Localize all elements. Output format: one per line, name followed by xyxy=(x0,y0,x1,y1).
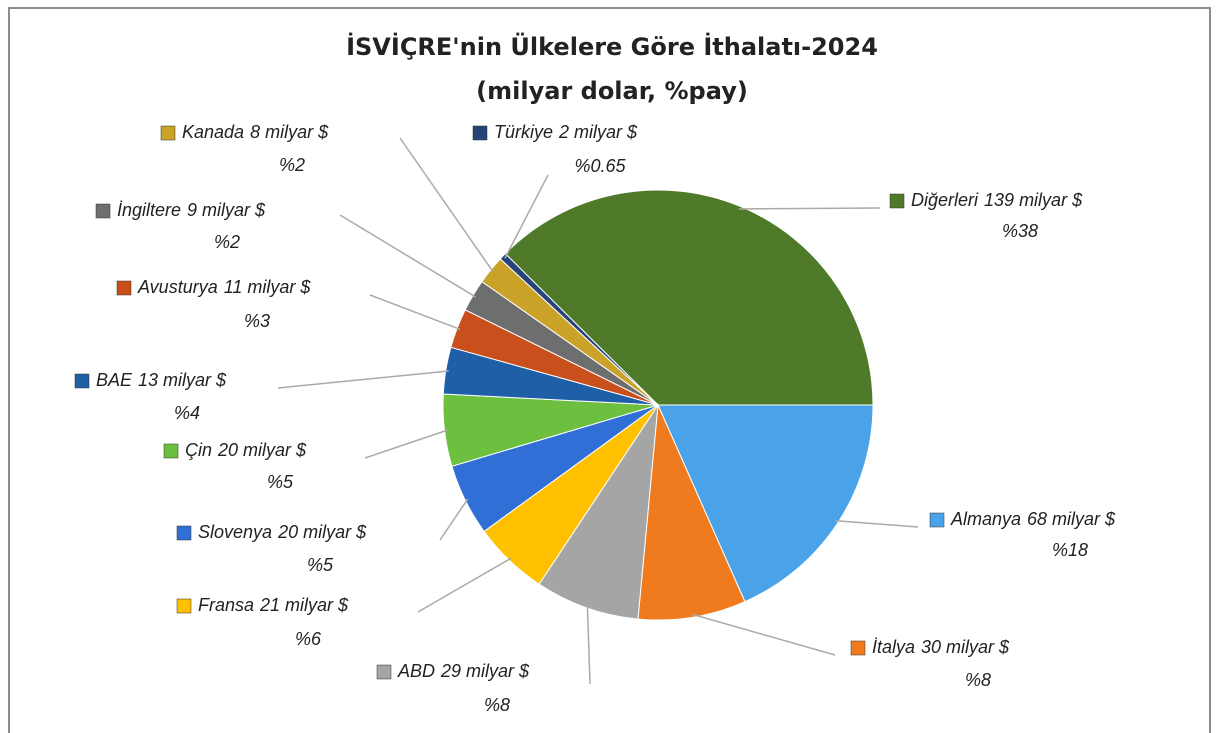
percent-label: %6 xyxy=(295,629,322,649)
value-label: 139 milyar $ xyxy=(984,190,1083,210)
legend-swatch xyxy=(160,125,176,141)
leader-line xyxy=(586,604,591,685)
category-name: Diğerleri xyxy=(911,190,979,210)
legend-swatch xyxy=(74,373,90,389)
category-name: Avusturya xyxy=(137,277,218,297)
value-label: 20 milyar $ xyxy=(277,522,367,542)
value-label: 30 milyar $ xyxy=(921,637,1010,657)
data-label: Slovenya 20 milyar $ xyxy=(198,522,367,542)
value-label: 13 milyar $ xyxy=(138,370,227,390)
data-label: İtalya 30 milyar $ xyxy=(872,637,1010,657)
leader-line xyxy=(364,429,448,459)
value-label: 68 milyar $ xyxy=(1027,509,1116,529)
pie-slice xyxy=(637,403,746,621)
chart-subtitle: (milyar dolar, %pay) xyxy=(476,77,748,105)
category-name: Türkiye xyxy=(494,122,553,142)
leader-line xyxy=(835,519,919,528)
legend-swatch xyxy=(889,193,905,209)
chart-title: İSVİÇRE'nin Ülkelere Göre İthalatı-2024 xyxy=(346,31,878,61)
legend-swatch xyxy=(95,203,111,219)
data-label: Diğerleri 139 milyar $ xyxy=(911,190,1083,210)
category-name: BAE xyxy=(96,370,133,390)
value-label: 2 milyar $ xyxy=(558,122,638,142)
value-label: 11 milyar $ xyxy=(224,277,312,297)
pie-slice xyxy=(499,252,659,406)
pie-slice xyxy=(657,404,874,603)
legend-swatch xyxy=(376,664,392,680)
category-name: İtalya xyxy=(872,637,915,657)
leader-line xyxy=(738,207,881,210)
data-label: Almanya 68 milyar $ xyxy=(950,509,1116,529)
category-name: ABD xyxy=(397,661,435,681)
category-name: Çin xyxy=(185,440,212,460)
leader-line xyxy=(339,214,477,298)
percent-label: %0.65 xyxy=(574,156,626,176)
percent-label: %2 xyxy=(279,155,305,175)
percent-label: %8 xyxy=(484,695,510,715)
category-name: İngiltere xyxy=(117,200,181,220)
pie-slice xyxy=(538,404,659,620)
leader-line xyxy=(417,557,512,613)
percent-label: %3 xyxy=(244,311,270,331)
legend-swatch xyxy=(176,525,192,541)
percent-label: %5 xyxy=(267,472,294,492)
data-label: ABD 29 milyar $ xyxy=(397,661,530,681)
data-label: Kanada 8 milyar $ xyxy=(182,122,329,142)
data-label: BAE 13 milyar $ xyxy=(96,370,227,390)
data-label: Çin 20 milyar $ xyxy=(185,440,307,460)
leader-line xyxy=(439,498,469,541)
data-label: İngiltere 9 milyar $ xyxy=(117,200,266,220)
percent-label: %38 xyxy=(1002,221,1038,241)
category-name: Fransa xyxy=(198,595,254,615)
leader-line xyxy=(399,137,494,273)
leader-line xyxy=(277,370,449,389)
value-label: 21 milyar $ xyxy=(259,595,349,615)
legend-swatch xyxy=(929,512,945,528)
pie-slice xyxy=(504,189,874,406)
value-label: 8 milyar $ xyxy=(250,122,329,142)
chart-border xyxy=(8,7,1211,733)
percent-label: %4 xyxy=(174,403,200,423)
value-label: 9 milyar $ xyxy=(187,200,266,220)
value-label: 29 milyar $ xyxy=(440,661,530,681)
percent-label: %18 xyxy=(1052,540,1088,560)
leader-line xyxy=(691,613,836,656)
data-label: Türkiye 2 milyar $ xyxy=(494,122,638,142)
leader-line xyxy=(504,174,549,259)
data-label: Avusturya 11 milyar $ xyxy=(137,277,311,297)
legend-swatch xyxy=(116,280,132,296)
legend-swatch xyxy=(472,125,488,141)
value-label: 20 milyar $ xyxy=(217,440,307,460)
category-name: Almanya xyxy=(950,509,1021,529)
percent-label: %2 xyxy=(214,232,240,252)
category-name: Kanada xyxy=(182,122,244,142)
legend-swatch xyxy=(163,443,179,459)
legend-swatch xyxy=(850,640,866,656)
legend-swatch xyxy=(176,598,192,614)
percent-label: %8 xyxy=(965,670,991,690)
category-name: Slovenya xyxy=(198,522,272,542)
data-label: Fransa 21 milyar $ xyxy=(198,595,349,615)
percent-label: %5 xyxy=(307,555,334,575)
leader-line xyxy=(369,294,461,331)
